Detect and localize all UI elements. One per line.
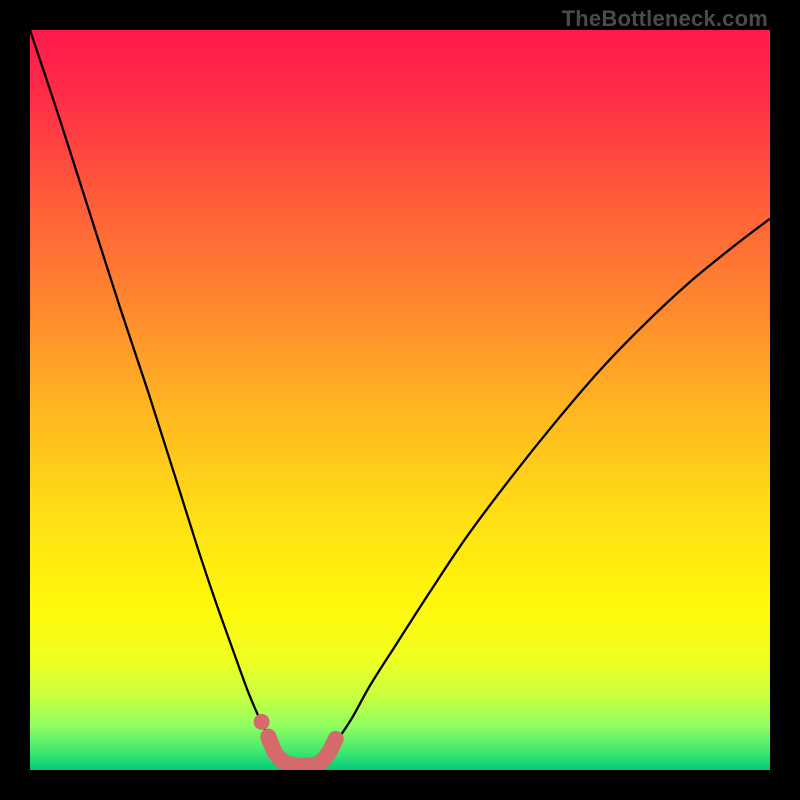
bottleneck-curve-left [30, 30, 282, 755]
curve-layer [30, 30, 770, 770]
bottleneck-curve-right [326, 219, 770, 756]
plot-area [30, 30, 770, 770]
highlight-dot [254, 714, 270, 730]
watermark-label: TheBottleneck.com [562, 6, 768, 32]
chart-frame: TheBottleneck.com [0, 0, 800, 800]
highlight-u-mark [268, 737, 335, 766]
